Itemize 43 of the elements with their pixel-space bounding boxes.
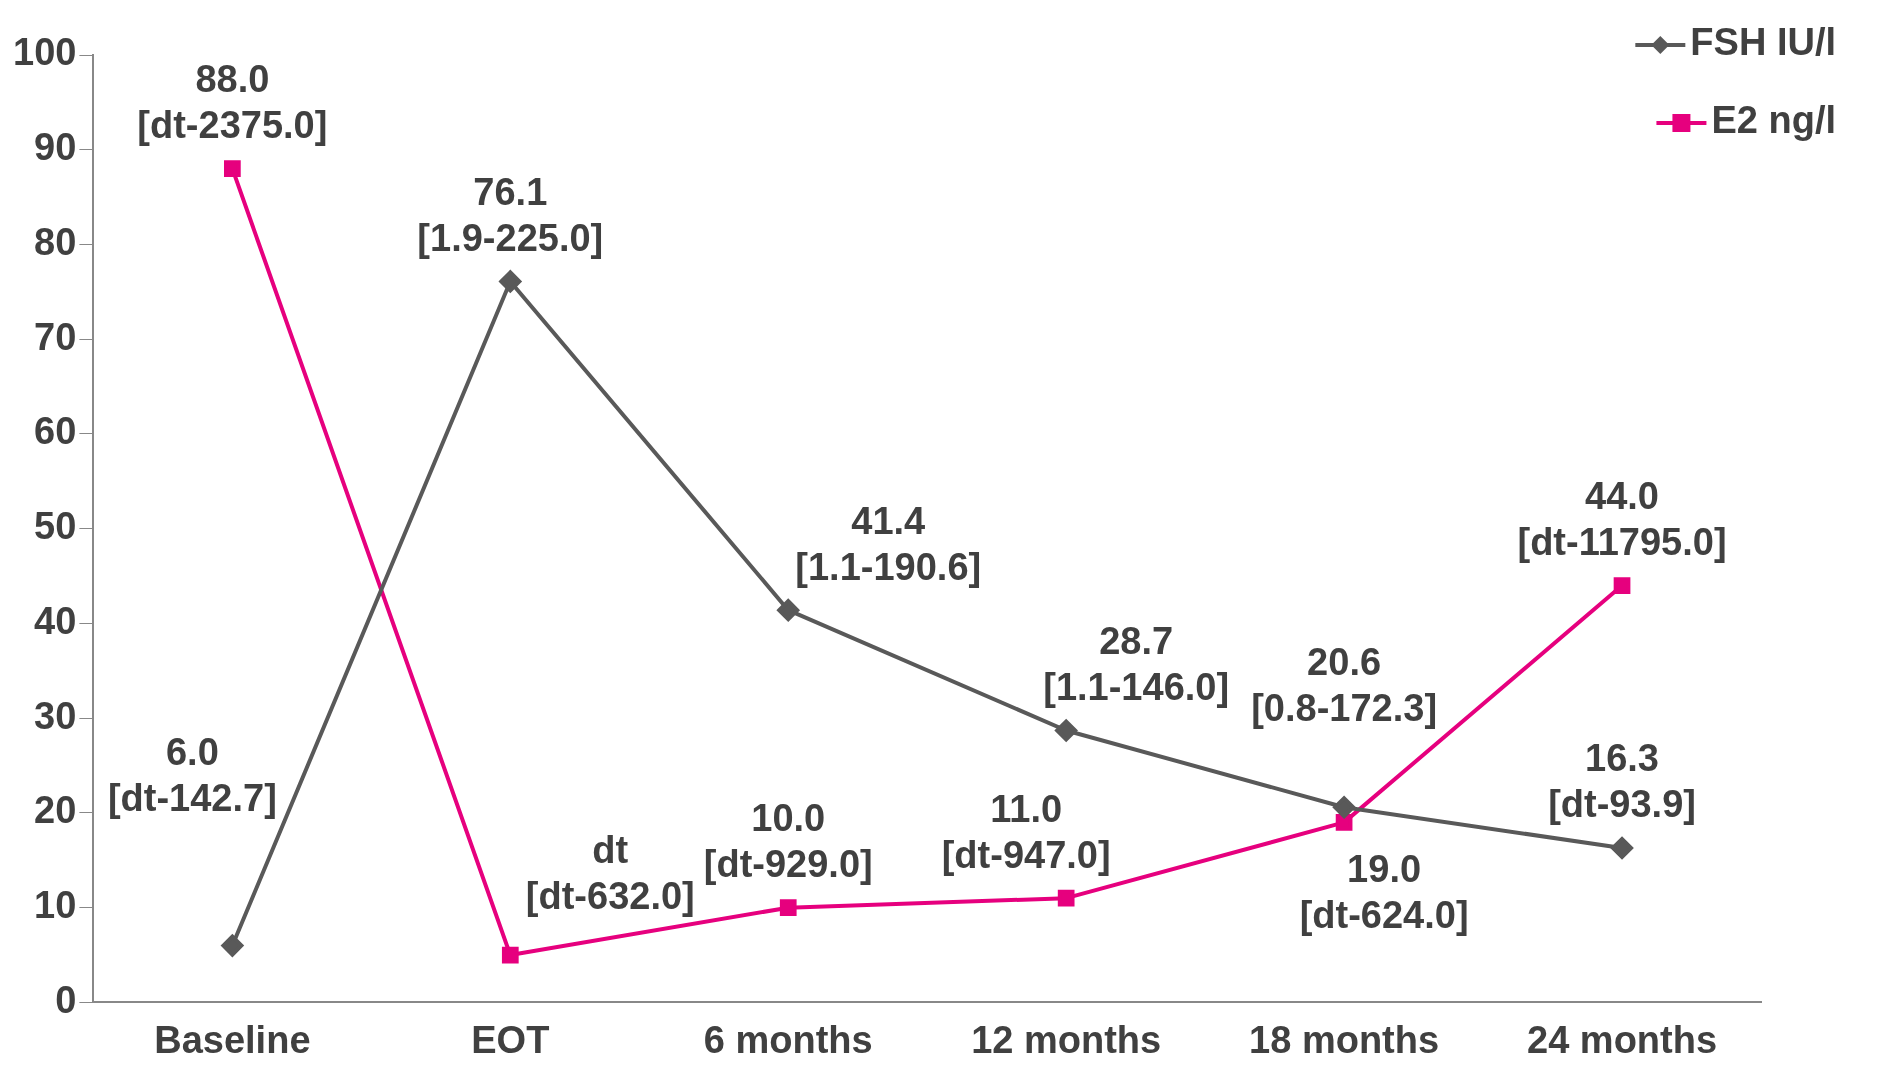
y-tick-label: 70: [34, 315, 77, 358]
point: [1055, 719, 1078, 742]
x-tick-label: EOT: [471, 1018, 550, 1061]
data-label: dt [dt-632.0]: [525, 828, 695, 917]
point: [221, 934, 244, 957]
data-label: 28.7 [1.1-146.0]: [1043, 619, 1230, 708]
point: [224, 160, 241, 178]
legend-label: FSH IU/l: [1690, 21, 1837, 64]
data-label: 41.4 [1.1-190.6]: [795, 499, 982, 588]
data-label: 44.0 [dt-11795.0]: [1517, 475, 1727, 564]
y-tick-label: 30: [34, 694, 77, 737]
y-tick-label: 90: [34, 126, 77, 169]
y-tick-label: 50: [34, 505, 77, 548]
y-tick-label: 0: [55, 978, 77, 1021]
point: [1333, 796, 1356, 819]
x-tick-label: 6 months: [703, 1018, 873, 1061]
data-label: 20.6 [0.8-172.3]: [1251, 640, 1438, 729]
x-tick-label: 12 months: [971, 1018, 1162, 1061]
y-tick-label: 20: [34, 789, 77, 832]
point: [777, 599, 800, 622]
x-tick-label: Baseline: [154, 1018, 311, 1061]
x-tick-label: 24 months: [1527, 1018, 1718, 1061]
data-label: 11.0 [dt-947.0]: [941, 787, 1111, 876]
y-tick-label: 100: [13, 31, 77, 74]
y-tick-label: 60: [34, 410, 77, 453]
data-label: 19.0 [dt-624.0]: [1299, 847, 1469, 936]
point: [1613, 577, 1631, 594]
point: [1335, 814, 1353, 831]
x-tick-label: 18 months: [1249, 1018, 1440, 1061]
data-label: 6.0 [dt-142.7]: [107, 731, 277, 820]
point: [1611, 836, 1634, 859]
data-label: 16.3 [dt-93.9]: [1548, 737, 1696, 826]
y-tick-label: 10: [34, 884, 77, 927]
data-label: 10.0 [dt-929.0]: [703, 797, 873, 886]
point: [1057, 889, 1075, 907]
point: [499, 270, 522, 293]
data-label: 88.0 [dt-2375.0]: [137, 58, 328, 147]
legend-label: E2 ng/l: [1711, 99, 1836, 142]
y-tick-label: 40: [34, 599, 77, 642]
point: [501, 946, 519, 964]
y-tick-label: 80: [34, 220, 77, 263]
point: [779, 899, 797, 917]
data-label: 76.1 [1.9-225.0]: [417, 170, 604, 259]
